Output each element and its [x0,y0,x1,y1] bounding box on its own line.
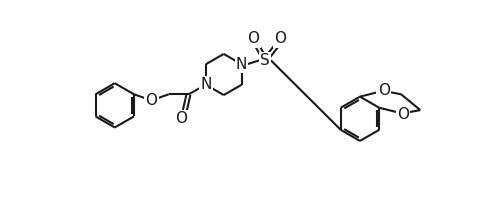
Text: O: O [145,93,157,108]
Text: S: S [260,53,270,68]
Text: N: N [200,77,211,92]
Text: N: N [236,57,247,72]
Text: O: O [274,31,287,46]
Text: O: O [247,31,259,46]
Text: O: O [175,111,187,126]
Text: O: O [378,83,390,98]
Text: O: O [397,107,409,122]
